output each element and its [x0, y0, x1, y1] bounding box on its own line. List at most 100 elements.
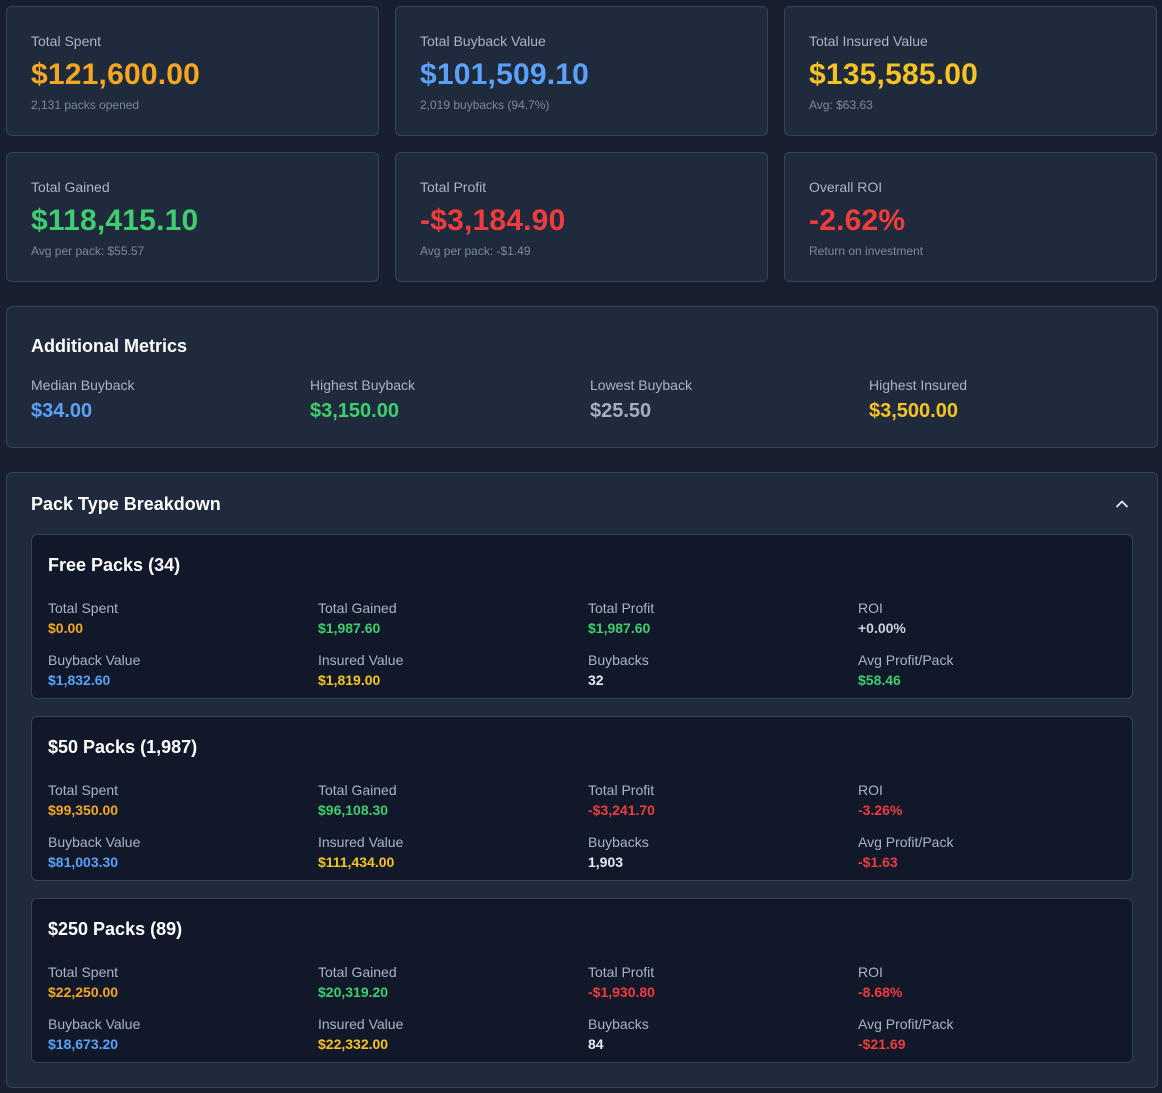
- pack-stat-value: 32: [588, 672, 604, 688]
- pack-stat-label: Buyback Value: [48, 1016, 141, 1032]
- pack-stat-value: $22,332.00: [318, 1036, 389, 1052]
- metric-value: $25.50: [590, 400, 652, 422]
- pack-stat-value: $111,434.00: [318, 854, 395, 870]
- pack-stat-label: Total Gained: [318, 964, 397, 980]
- pack-stat-label: Insured Value: [318, 1016, 404, 1032]
- pack-title: $50 Packs (1,987): [48, 737, 198, 757]
- pack-stat-label: Total Profit: [588, 782, 655, 798]
- pack-stat: Insured Value $22,332.00: [318, 1016, 403, 1053]
- pack-stat: ROI +0.00%: [858, 600, 906, 637]
- pack-stat-label: ROI: [858, 600, 883, 616]
- metric-highest-insured: Highest Insured $3,500.00: [869, 377, 967, 423]
- pack-card: $50 Packs (1,987) Total Spent $99,350.00 To…: [31, 716, 1133, 881]
- pack-stat: Avg Profit/Pack -$1.63: [858, 834, 953, 871]
- stat-card-total-insured-value: Total Insured Value $135,585.00 Avg: $63…: [784, 6, 1157, 136]
- pack-stat-label: ROI: [858, 964, 883, 980]
- stat-subtext: 2,019 buybacks (94.7%): [420, 98, 550, 112]
- pack-stat-label: Avg Profit/Pack: [858, 1016, 954, 1032]
- pack-stat: ROI -8.68%: [858, 964, 902, 1001]
- pack-stat-value: -$3,241.70: [588, 802, 655, 818]
- stat-subtext: Avg per pack: -$1.49: [420, 244, 531, 258]
- pack-stat-value: -$1.63: [858, 854, 898, 870]
- pack-stat-value: -$21.69: [858, 1036, 906, 1052]
- pack-stat-value: $18,673.20: [48, 1036, 119, 1052]
- stat-value: $135,585.00: [809, 58, 979, 91]
- stat-card-total-buyback-value: Total Buyback Value $101,509.10 2,019 bu…: [395, 6, 768, 136]
- pack-stat-label: Insured Value: [318, 652, 404, 668]
- pack-stat-value: -8.68%: [858, 984, 903, 1000]
- pack-stat: Avg Profit/Pack $58.46: [858, 652, 953, 689]
- pack-stat-value: $1,987.60: [318, 620, 381, 636]
- stat-value: $101,509.10: [420, 58, 590, 91]
- stat-subtext: 2,131 packs opened: [31, 98, 140, 112]
- stat-label: Total Profit: [420, 179, 487, 195]
- stat-card-total-profit: Total Profit -$3,184.90 Avg per pack: -$…: [395, 152, 768, 282]
- pack-stat: Insured Value $111,434.00: [318, 834, 403, 871]
- pack-stat-label: Avg Profit/Pack: [858, 834, 954, 850]
- pack-stat-label: Total Gained: [318, 782, 397, 798]
- pack-stat-value: $1,987.60: [588, 620, 651, 636]
- pack-stat: Buybacks 1,903: [588, 834, 649, 871]
- stat-card-overall-roi: Overall ROI -2.62% Return on investment: [784, 152, 1157, 282]
- pack-breakdown-panel: Pack Type Breakdown Free Packs (34) Total…: [6, 472, 1158, 1088]
- pack-title: $250 Packs (89): [48, 919, 183, 939]
- pack-stat-value: $58.46: [858, 672, 901, 688]
- pack-stat-label: Total Spent: [48, 600, 119, 616]
- pack-stat-value: $20,319.20: [318, 984, 389, 1000]
- pack-stat-value: $81,003.30: [48, 854, 119, 870]
- pack-stat: Total Gained $20,319.20: [318, 964, 397, 1001]
- pack-stat: Total Spent $22,250.00: [48, 964, 118, 1001]
- pack-stat: Buyback Value $1,832.60: [48, 652, 140, 689]
- pack-stat: Buyback Value $18,673.20: [48, 1016, 140, 1053]
- additional-metrics-panel: Additional Metrics Median Buyback $34.00…: [6, 306, 1158, 448]
- collapse-button[interactable]: [1111, 493, 1133, 515]
- stat-label: Total Buyback Value: [420, 33, 546, 49]
- pack-stat-value: $1,832.60: [48, 672, 111, 688]
- metric-label: Highest Buyback: [310, 377, 416, 393]
- pack-stat: Buyback Value $81,003.30: [48, 834, 140, 871]
- pack-stat-label: ROI: [858, 782, 883, 798]
- pack-stat: Total Spent $0.00: [48, 600, 118, 637]
- pack-stat: Insured Value $1,819.00: [318, 652, 403, 689]
- stat-value: $118,415.10: [31, 204, 199, 237]
- chevron-up-icon: [1116, 500, 1128, 508]
- metric-value: $34.00: [31, 400, 93, 422]
- stat-label: Total Spent: [31, 33, 102, 49]
- metric-lowest-buyback: Lowest Buyback $25.50: [590, 377, 692, 423]
- pack-stat: Total Profit -$1,930.80: [588, 964, 655, 1001]
- pack-stat-label: Buybacks: [588, 652, 649, 668]
- metric-label: Median Buyback: [31, 377, 135, 393]
- metric-highest-buyback: Highest Buyback $3,150.00: [310, 377, 415, 423]
- metric-label: Highest Insured: [869, 377, 968, 393]
- stat-value: $121,600.00: [31, 58, 201, 91]
- pack-stat-label: Buyback Value: [48, 652, 141, 668]
- pack-stat-value: -3.26%: [858, 802, 903, 818]
- stat-card-total-gained: Total Gained $118,415.10 Avg per pack: $…: [6, 152, 379, 282]
- pack-stat-value: $99,350.00: [48, 802, 119, 818]
- stat-card-total-spent: Total Spent $121,600.00 2,131 packs open…: [6, 6, 379, 136]
- pack-stat-label: Buyback Value: [48, 834, 141, 850]
- pack-stat-label: Total Profit: [588, 964, 655, 980]
- pack-stat-value: -$1,930.80: [588, 984, 655, 1000]
- pack-stat-label: Buybacks: [588, 834, 649, 850]
- pack-stat-value: +0.00%: [858, 620, 906, 636]
- metric-value: $3,150.00: [310, 400, 399, 422]
- stat-subtext: Avg per pack: $55.57: [31, 244, 145, 258]
- pack-stat: Avg Profit/Pack -$21.69: [858, 1016, 953, 1053]
- stat-label: Overall ROI: [809, 179, 883, 195]
- pack-stat: Buybacks 32: [588, 652, 649, 689]
- pack-stat-label: Insured Value: [318, 834, 404, 850]
- metric-value: $3,500.00: [869, 400, 958, 422]
- stat-value: -$3,184.90: [420, 204, 566, 237]
- pack-stat-value: $1,819.00: [318, 672, 381, 688]
- pack-stat-value: $22,250.00: [48, 984, 119, 1000]
- pack-card: $250 Packs (89) Total Spent $22,250.00 Tota…: [31, 898, 1133, 1063]
- pack-stat-label: Total Gained: [318, 600, 397, 616]
- pack-stat: Total Gained $1,987.60: [318, 600, 397, 637]
- pack-stat: Total Spent $99,350.00: [48, 782, 118, 819]
- section-title: Pack Type Breakdown: [31, 494, 221, 514]
- stat-subtext: Avg: $63.63: [809, 98, 873, 112]
- pack-stat-value: $96,108.30: [318, 802, 389, 818]
- pack-card: Free Packs (34) Total Spent $0.00 Total Gai…: [31, 534, 1133, 699]
